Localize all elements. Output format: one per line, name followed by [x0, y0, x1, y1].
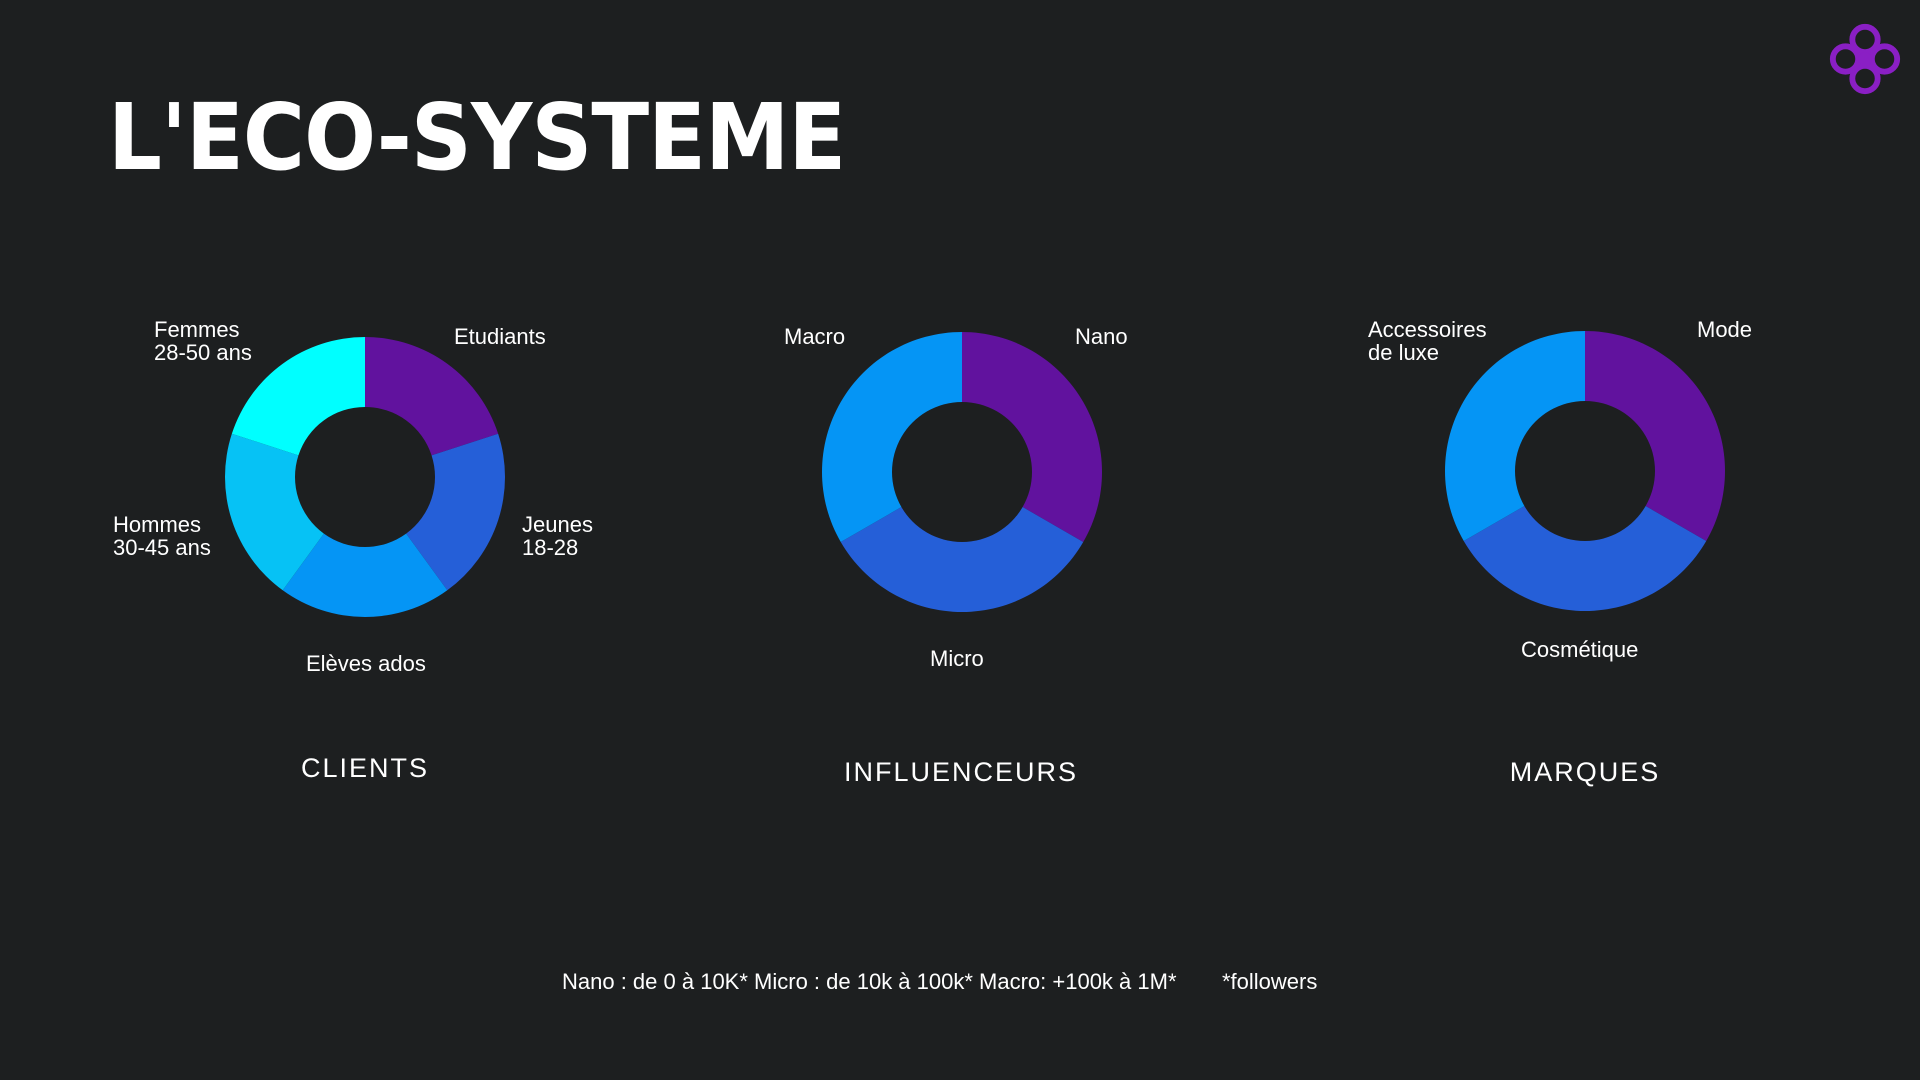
label-accessoires: Accessoires de luxe — [1368, 317, 1487, 365]
page-title: L'ECO-SYSTEME — [108, 84, 846, 191]
donut-slice-nano — [962, 332, 1102, 542]
label-femmes: Femmes 28-50 ans — [154, 317, 252, 365]
donut-chart-marques — [1445, 331, 1725, 611]
label-mode: Mode — [1697, 317, 1753, 342]
donut-slice-hommes — [224, 433, 324, 591]
donut-chart-influenceurs — [822, 332, 1102, 612]
label-macro: Macro — [784, 324, 846, 349]
footnote-unit-note: *followers — [1222, 969, 1318, 994]
label-eleves-ados: Elèves ados — [306, 651, 426, 676]
label-etudiants: Etudiants — [454, 324, 546, 349]
donut-slice-mode — [1585, 331, 1725, 541]
purple-knot-logo-icon — [1829, 23, 1901, 95]
donut-slice-accessoires — [1445, 331, 1585, 541]
group-label-clients: CLIENTS — [300, 753, 430, 783]
donut-slice-eleves-ados — [282, 533, 448, 617]
donut-slice-macro — [822, 332, 962, 542]
label-nano: Nano — [1075, 324, 1128, 349]
donut-slice-micro — [840, 507, 1084, 612]
label-micro: Micro — [930, 646, 984, 671]
label-jeunes: Jeunes 18-28 — [522, 512, 593, 560]
group-label-marques: MARQUES — [1509, 757, 1661, 787]
footnote-definitions: Nano : de 0 à 10K* Micro : de 10k à 100k… — [562, 969, 1177, 994]
label-cosmetique: Cosmétique — [1521, 637, 1639, 662]
donut-chart-clients — [224, 337, 505, 617]
label-hommes: Hommes 30-45 ans — [113, 512, 211, 560]
donut-slice-jeunes — [406, 433, 505, 591]
group-label-influenceurs: INFLUENCEURS — [843, 757, 1079, 787]
donut-slice-etudiants — [365, 337, 499, 456]
donut-slice-cosmetique — [1463, 506, 1707, 611]
donut-slice-femmes — [231, 337, 365, 456]
